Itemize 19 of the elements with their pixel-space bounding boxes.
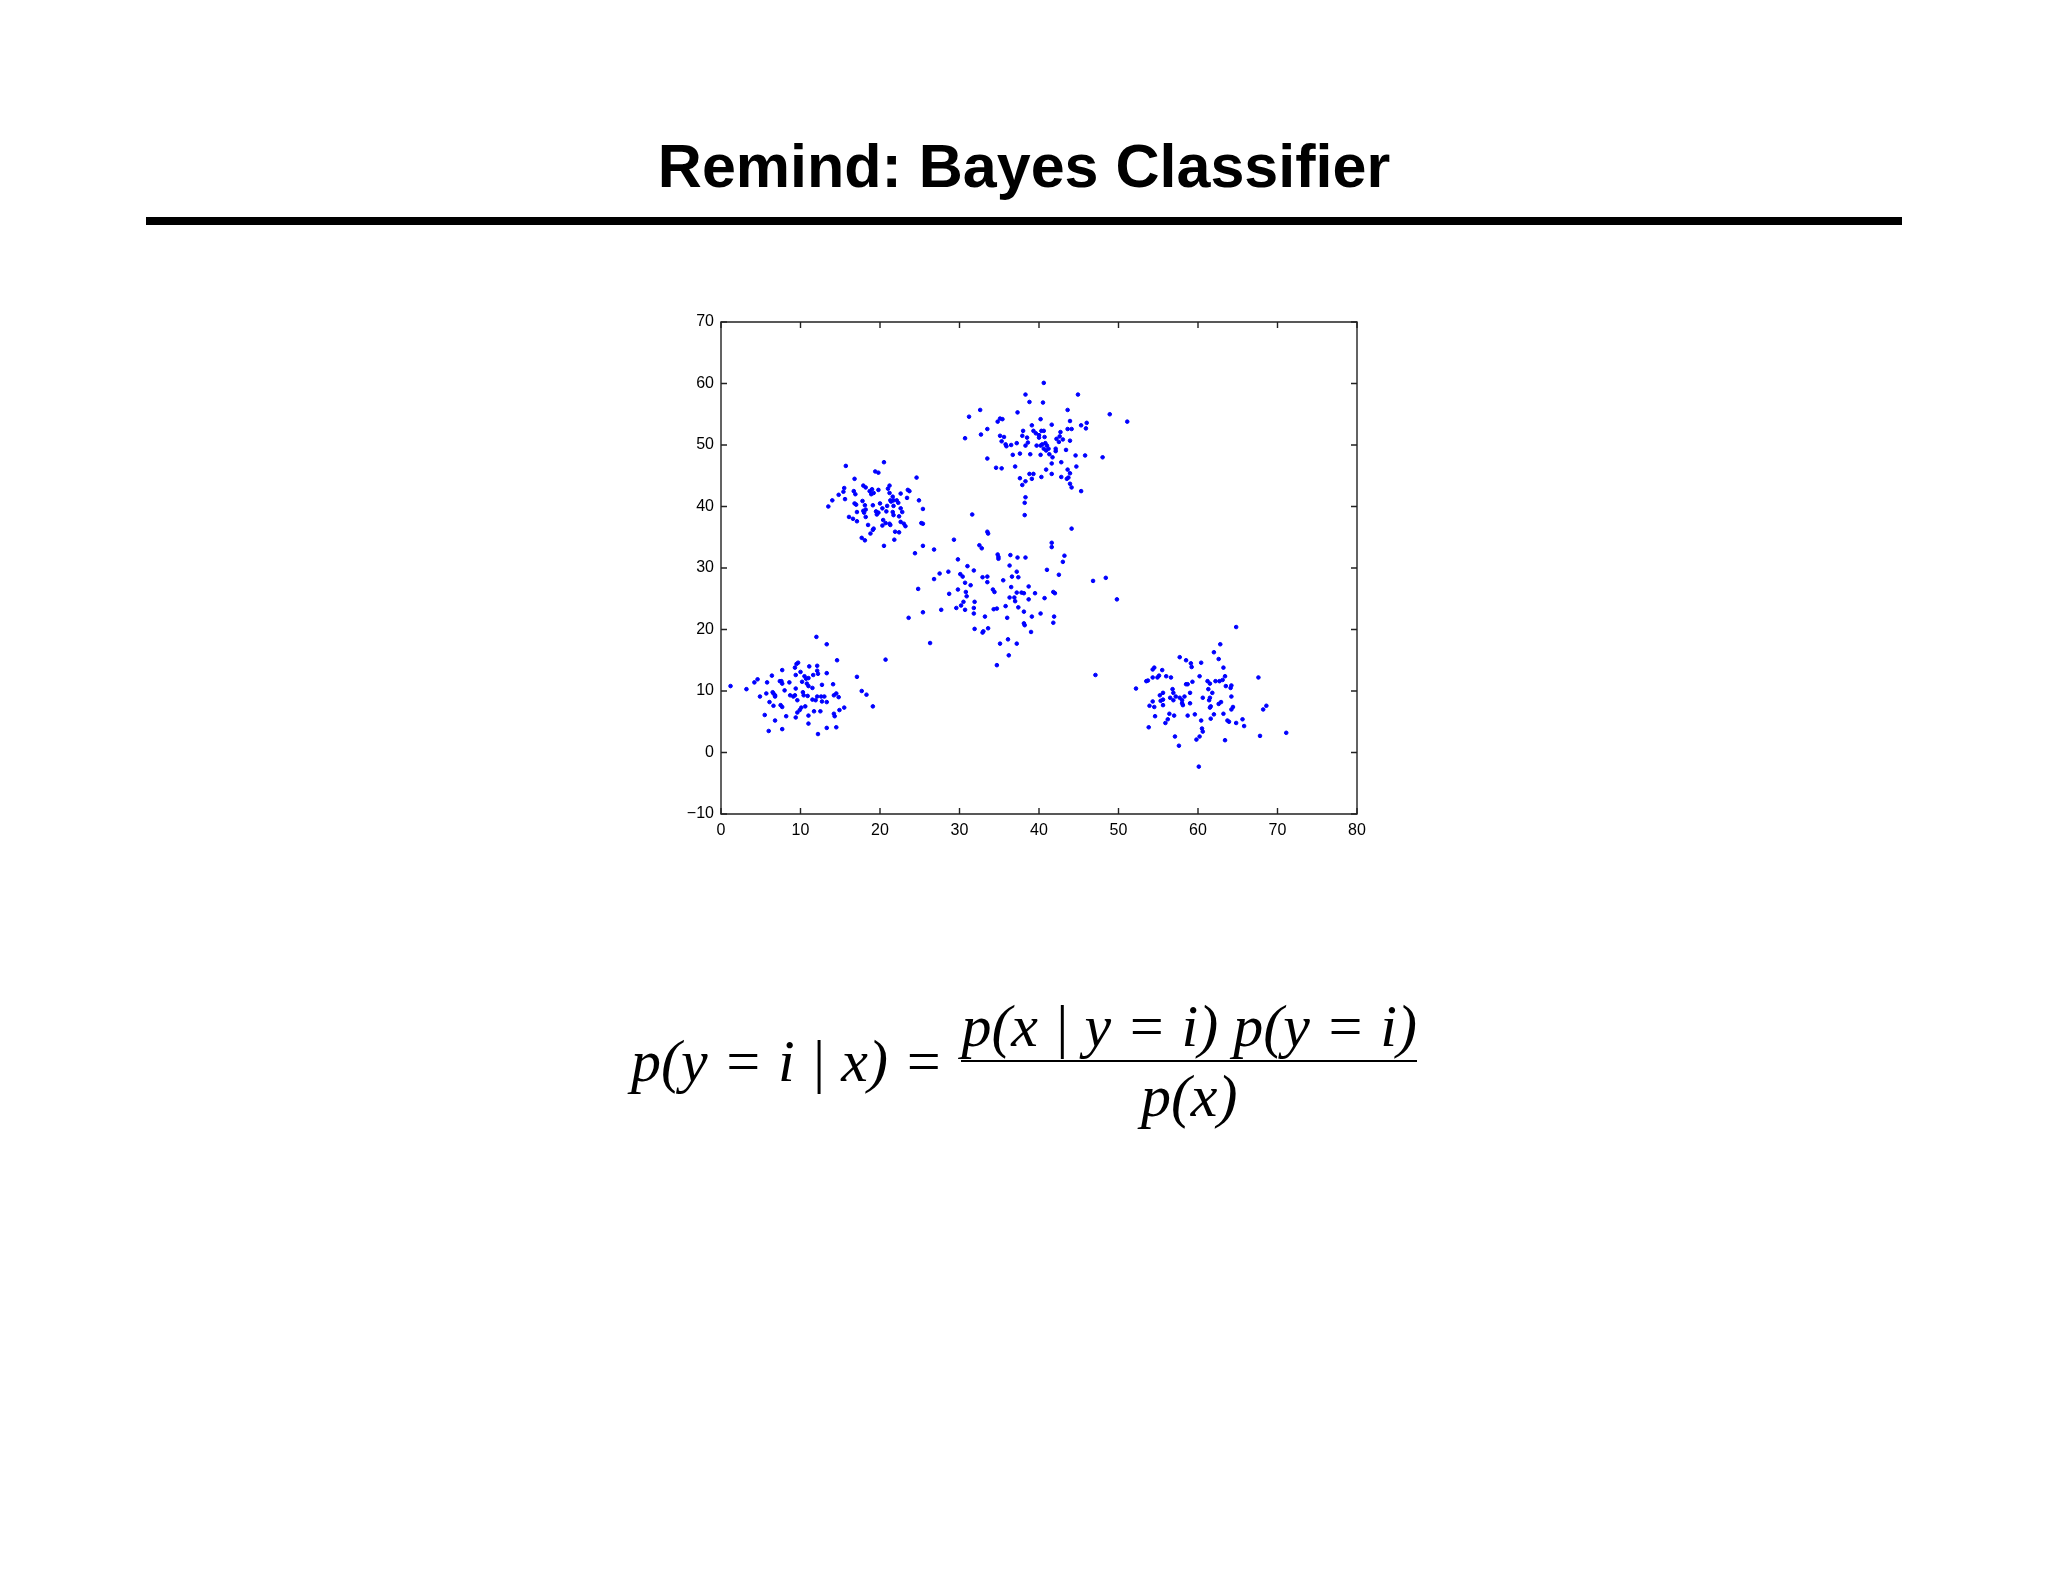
y-tick-label: 50 <box>696 435 715 453</box>
y-tick-label: 20 <box>696 619 715 637</box>
y-tick-label: −10 <box>686 804 715 822</box>
x-tick-label: 20 <box>871 821 889 839</box>
chart-title: Remind: Bayes Classifier <box>657 132 1391 200</box>
x-tick-label: 40 <box>1030 821 1048 839</box>
y-tick-label: 30 <box>696 558 715 576</box>
y-tick-label: 10 <box>696 681 715 699</box>
y-tick-label: 70 <box>696 312 715 330</box>
x-tick-label: 30 <box>950 821 969 839</box>
x-tick-label: 70 <box>1268 821 1287 839</box>
x-tick-label: 10 <box>791 821 810 839</box>
x-tick-label: 60 <box>1189 821 1207 839</box>
y-tick-label: 60 <box>696 373 715 391</box>
y-tick-label: 40 <box>696 496 715 514</box>
x-tick-label: 0 <box>716 821 726 839</box>
x-tick-label: 80 <box>1348 821 1366 839</box>
y-tick-label: 0 <box>705 742 715 760</box>
x-tick-label: 50 <box>1109 821 1128 839</box>
